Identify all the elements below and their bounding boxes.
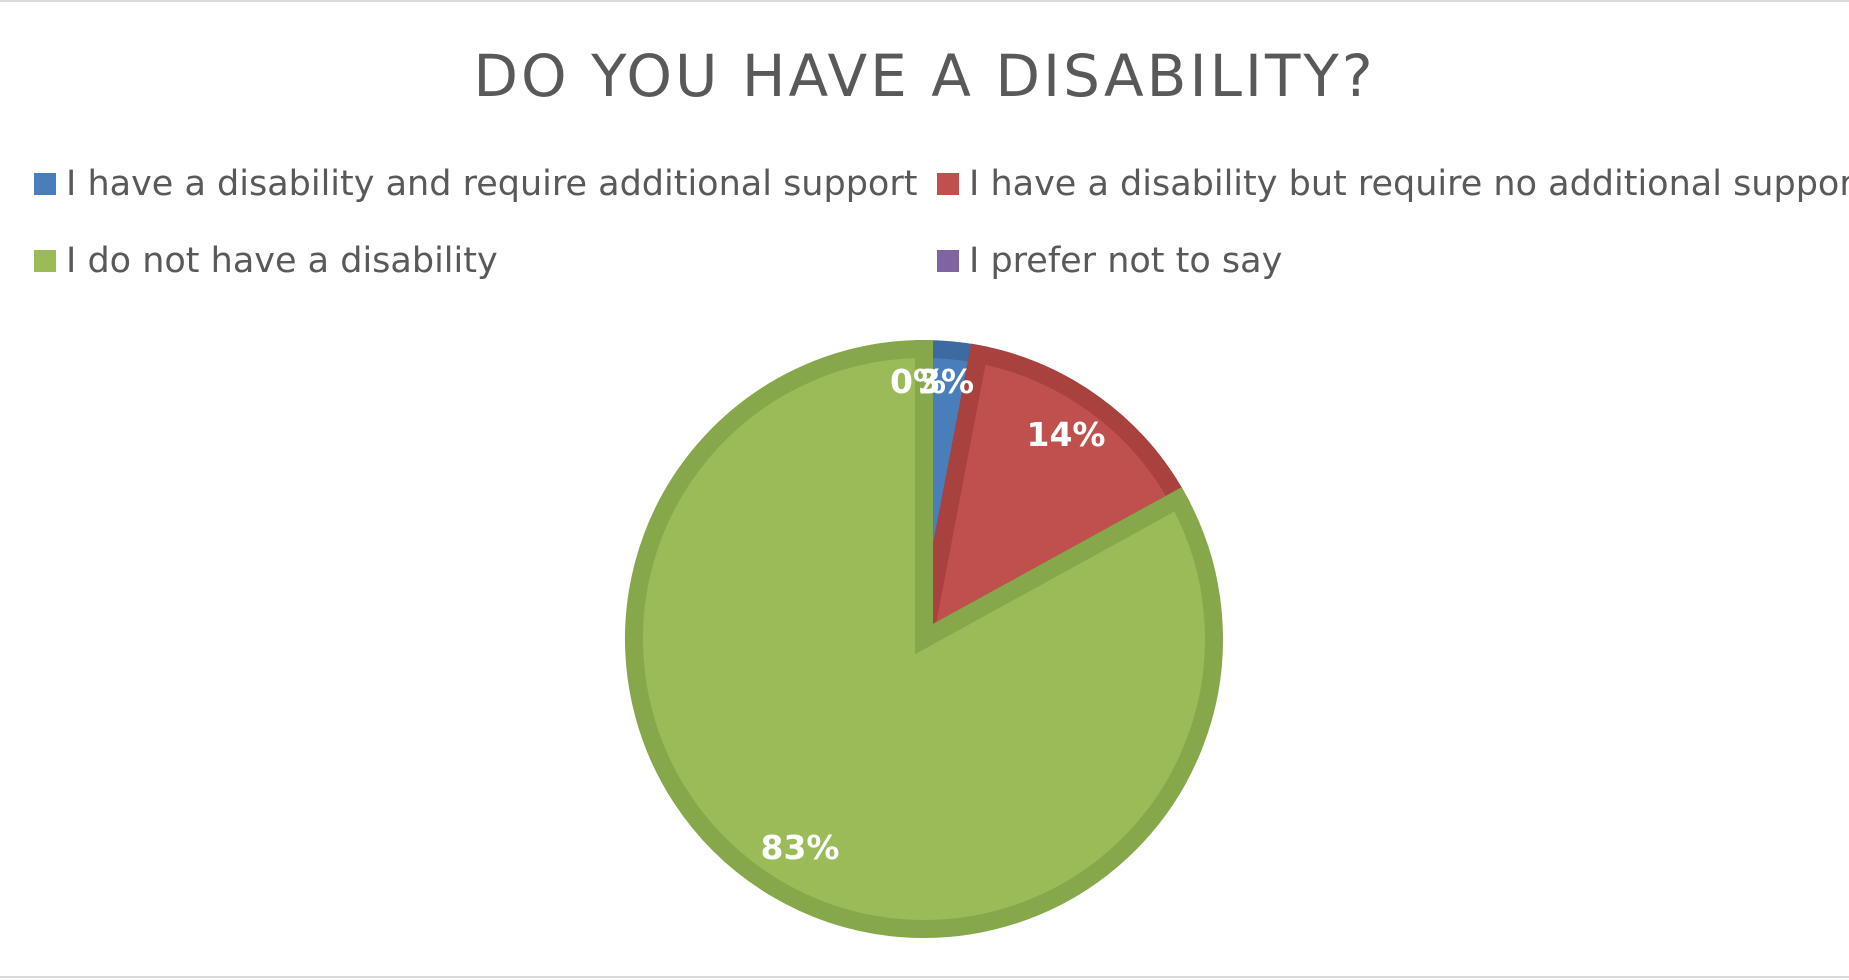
pie-slices [625,339,1223,938]
legend-swatch [34,250,56,272]
legend-label: I have a disability and require addition… [66,164,918,204]
legend-label: I prefer not to say [969,241,1283,281]
legend-item-disability-support: I have a disability and require addition… [34,164,937,204]
legend-item-no-disability: I do not have a disability [34,241,937,281]
legend-item-prefer-not-to-say: I prefer not to say [937,241,1837,281]
legend-swatch [937,173,959,195]
legend-label: I do not have a disability [66,241,498,281]
legend-item-disability-no-support: I have a disability but require no addit… [937,164,1849,204]
pie-data-label: 3% [918,362,974,401]
legend-label: I have a disability but require no addit… [969,164,1849,204]
pie-data-labels: 3% 14% 83% 0% [761,362,1106,867]
pie-data-label: 14% [1027,415,1106,454]
pie-data-label: 0% [890,362,946,401]
legend-swatch [34,173,56,195]
chart-title: DO YOU HAVE A DISABILITY? [473,42,1376,110]
chart-legend: I have a disability and require addition… [34,164,1849,281]
pie-data-label: 83% [761,828,840,867]
pie-slice [625,339,1223,938]
pie-slice [911,343,1191,657]
legend-swatch [937,250,959,272]
